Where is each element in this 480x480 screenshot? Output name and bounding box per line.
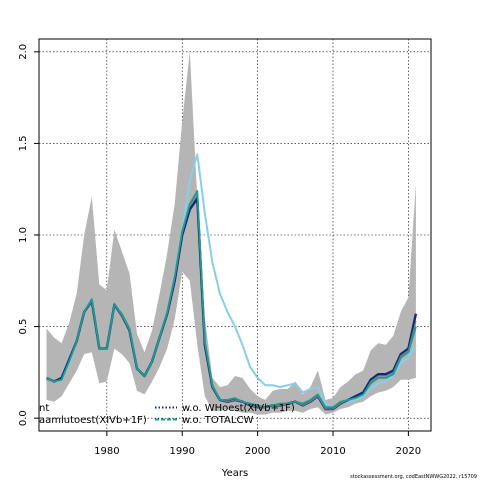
x-tick-label: 2020 bbox=[396, 446, 421, 457]
confidence-band bbox=[46, 51, 416, 415]
legend-label: aamlutoest(XIVb+1F) bbox=[39, 415, 147, 426]
credit-text: stockassessment.org, codEastNWWG2022, r1… bbox=[350, 474, 477, 480]
series-lines bbox=[45, 153, 418, 411]
y-tick-label: 2.0 bbox=[18, 44, 29, 60]
y-tick-label: 0.5 bbox=[18, 319, 29, 335]
x-axis-title: Years bbox=[221, 468, 248, 479]
x-axis: 1980 1990 2000 2010 2020 bbox=[94, 431, 421, 457]
legend-label: w.o. WHoest(XIVb+1F) bbox=[182, 403, 295, 414]
x-tick-label: 2010 bbox=[320, 446, 345, 457]
y-tick-label: 1.5 bbox=[18, 135, 29, 151]
y-tick-label: 0.0 bbox=[18, 410, 29, 426]
ci-band-area bbox=[46, 51, 416, 415]
x-tick-label: 1990 bbox=[170, 446, 195, 457]
x-tick-label: 1980 bbox=[94, 446, 119, 457]
legend-label: nt bbox=[39, 403, 49, 414]
x-tick-label: 2000 bbox=[245, 446, 270, 457]
y-tick-label: 1.0 bbox=[18, 227, 29, 243]
legend-label: w.o. TOTALCW bbox=[182, 415, 253, 426]
series-line-totalcw bbox=[46, 190, 417, 409]
y-axis: 0.0 0.5 1.0 1.5 2.0 bbox=[18, 44, 39, 426]
